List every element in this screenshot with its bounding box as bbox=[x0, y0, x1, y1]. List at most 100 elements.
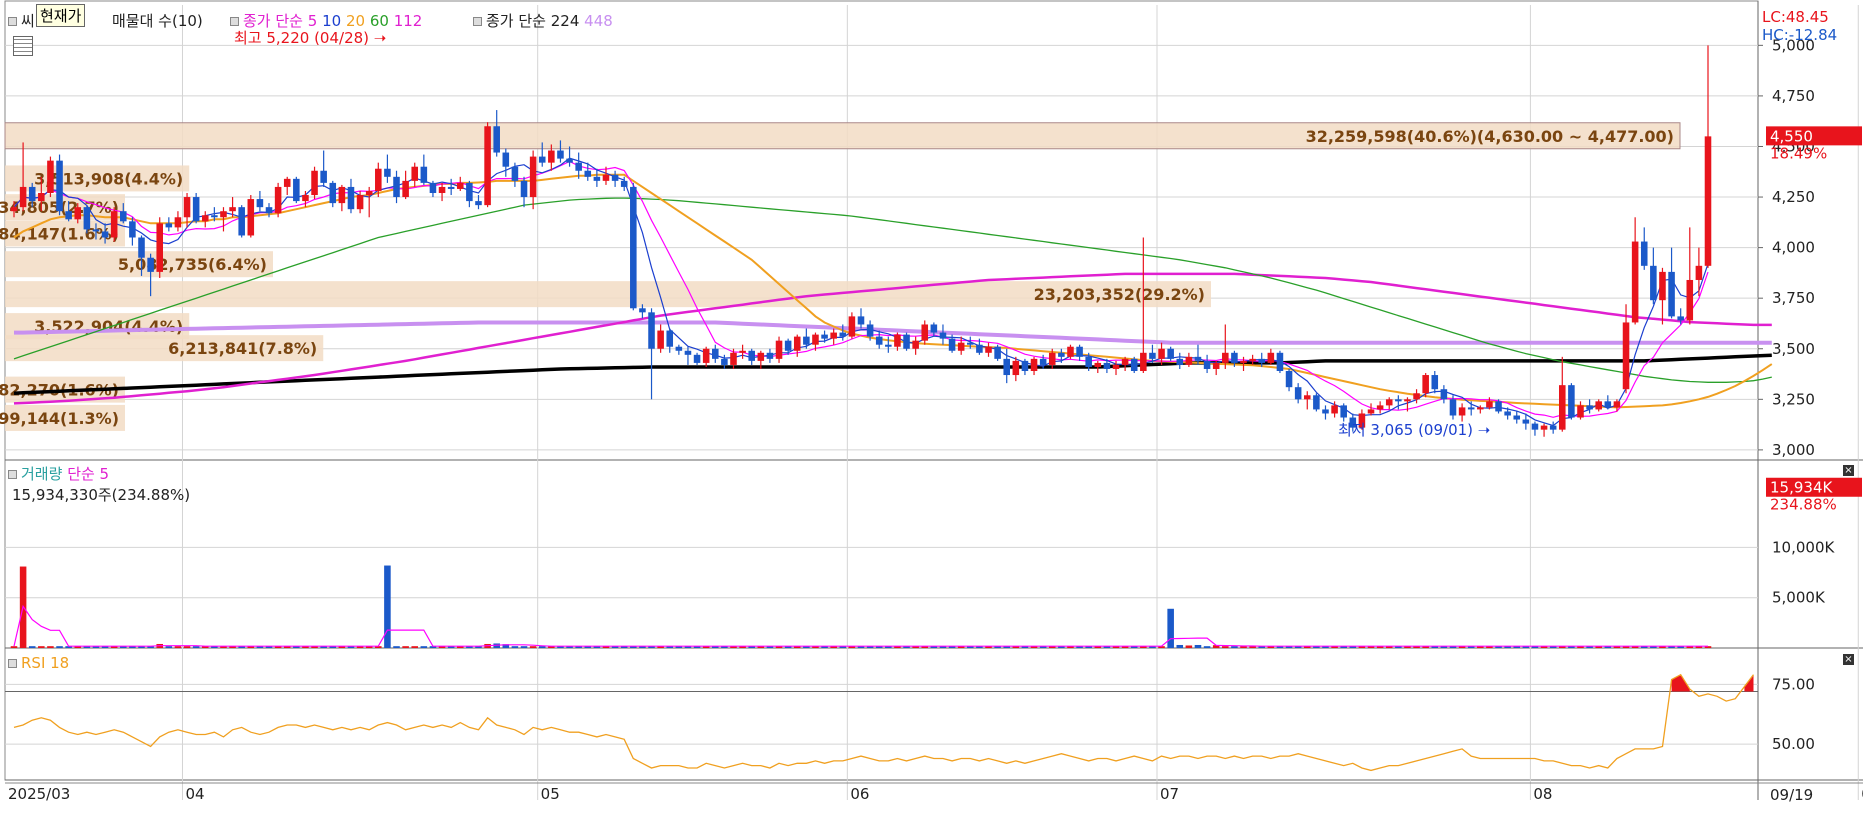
candle-body bbox=[1449, 399, 1457, 416]
volume-bar bbox=[948, 646, 956, 648]
volume-bar bbox=[766, 646, 774, 648]
candle-body bbox=[429, 182, 437, 193]
volume-bar bbox=[1030, 646, 1038, 648]
chart-legend: 씨 bbox=[8, 10, 35, 31]
candle-body bbox=[930, 324, 938, 333]
candle-layer bbox=[10, 45, 1712, 437]
candle-body bbox=[220, 211, 227, 218]
rsi-tick-label: 50.00 bbox=[1772, 735, 1815, 753]
x-tick-label: 2025/03 bbox=[8, 785, 70, 803]
price-tick-label: 4,750 bbox=[1772, 87, 1815, 105]
low-annotation-label: 최저 3,065 (09/01) bbox=[1338, 421, 1474, 439]
candle-body bbox=[475, 201, 482, 206]
ma2-legend[interactable]: 종가 단순 224 448 bbox=[473, 10, 613, 31]
right-arrow-icon: ➝ bbox=[1477, 421, 1491, 439]
candle-body bbox=[1294, 387, 1302, 400]
rsi-legend[interactable]: RSI 18 bbox=[8, 654, 69, 672]
close-panel-icon[interactable]: × bbox=[1843, 465, 1854, 476]
volume-bar bbox=[1285, 646, 1293, 648]
volume-bar bbox=[921, 646, 929, 648]
volume-bar bbox=[803, 646, 810, 648]
candle-body bbox=[1067, 346, 1074, 357]
table-grid-icon[interactable] bbox=[13, 36, 33, 56]
volume-bar bbox=[1303, 646, 1311, 648]
candle-body bbox=[538, 156, 546, 163]
candle-body bbox=[1631, 241, 1639, 323]
candle-body bbox=[1650, 265, 1657, 301]
candle-body bbox=[247, 199, 255, 236]
candle-body bbox=[885, 344, 892, 347]
candle-body bbox=[1568, 385, 1575, 418]
candle-body bbox=[857, 316, 865, 325]
volume-bar bbox=[1622, 646, 1630, 648]
candle-body bbox=[1513, 415, 1521, 420]
volume-bar bbox=[466, 646, 473, 648]
candle-body bbox=[393, 176, 400, 198]
candle-body bbox=[994, 346, 1001, 359]
volume-legend[interactable]: 거래량 단순 5 bbox=[8, 463, 109, 484]
volume-bar bbox=[411, 646, 419, 648]
candle-body bbox=[283, 178, 291, 187]
candle-body bbox=[766, 352, 774, 359]
volume-bar bbox=[666, 646, 674, 648]
candle-body bbox=[365, 190, 373, 196]
volume-bar bbox=[1631, 646, 1639, 648]
candle-body bbox=[529, 156, 537, 198]
volume-bar bbox=[1458, 646, 1466, 648]
candle-body bbox=[875, 336, 883, 345]
volume-bar bbox=[1431, 646, 1439, 648]
candle-body bbox=[657, 330, 664, 349]
volume-bar bbox=[957, 646, 965, 648]
volume-bar bbox=[821, 646, 828, 648]
current-volume-label: 15,934K bbox=[1770, 479, 1833, 497]
current-volume-pct: 234.88% bbox=[1770, 496, 1837, 514]
candle-body bbox=[110, 211, 118, 238]
ma-legend-10: 10 bbox=[322, 12, 342, 30]
candle-body bbox=[1704, 136, 1712, 266]
volume-bar bbox=[74, 646, 82, 648]
candle-body bbox=[1185, 356, 1193, 365]
candle-body bbox=[757, 352, 765, 361]
volume-title: 거래량 bbox=[21, 465, 63, 483]
volume-bar bbox=[721, 646, 728, 648]
candle-body bbox=[311, 170, 318, 196]
rsi-overbought-fill bbox=[1744, 674, 1754, 692]
volume-bar bbox=[38, 646, 45, 648]
candle-body bbox=[74, 207, 82, 220]
volume-bar bbox=[183, 646, 191, 648]
volume-bar bbox=[1012, 646, 1020, 648]
volume-bar bbox=[812, 646, 819, 648]
candle-body bbox=[1176, 358, 1184, 365]
candle-body bbox=[384, 168, 391, 177]
current-volume-badge bbox=[1766, 477, 1862, 497]
candle-body bbox=[347, 186, 355, 210]
candle-body bbox=[730, 352, 737, 365]
candle-body bbox=[165, 223, 173, 228]
candle-body bbox=[1258, 358, 1266, 363]
volume-bar bbox=[265, 646, 273, 648]
volume-bar bbox=[311, 646, 318, 648]
candle-body bbox=[1058, 352, 1065, 357]
candle-body bbox=[666, 330, 674, 347]
volume-bar bbox=[1668, 646, 1675, 648]
volume-bar bbox=[1568, 646, 1575, 648]
ma-legend[interactable]: 종가 단순 5 10 20 60 112 bbox=[230, 10, 422, 31]
candle-body bbox=[1094, 362, 1102, 367]
candle-body bbox=[948, 338, 956, 351]
volume-bar bbox=[384, 565, 391, 648]
close-panel-icon[interactable]: × bbox=[1843, 654, 1854, 665]
volume-profile-legend[interactable]: 매물대 수(10) bbox=[112, 12, 203, 30]
volume-ma5-line bbox=[13, 604, 1708, 647]
ma112-line bbox=[13, 272, 1772, 405]
volume-bar bbox=[693, 646, 701, 648]
volume-bar bbox=[912, 646, 919, 648]
candle-body bbox=[466, 182, 473, 202]
volume-bar bbox=[1176, 644, 1184, 648]
candle-body bbox=[848, 316, 856, 337]
volume-bar bbox=[1395, 646, 1402, 648]
x-tick-label: 05 bbox=[541, 785, 560, 803]
candle-body bbox=[92, 229, 100, 232]
volume-bar bbox=[1504, 646, 1511, 648]
ma10-line bbox=[13, 160, 1709, 418]
